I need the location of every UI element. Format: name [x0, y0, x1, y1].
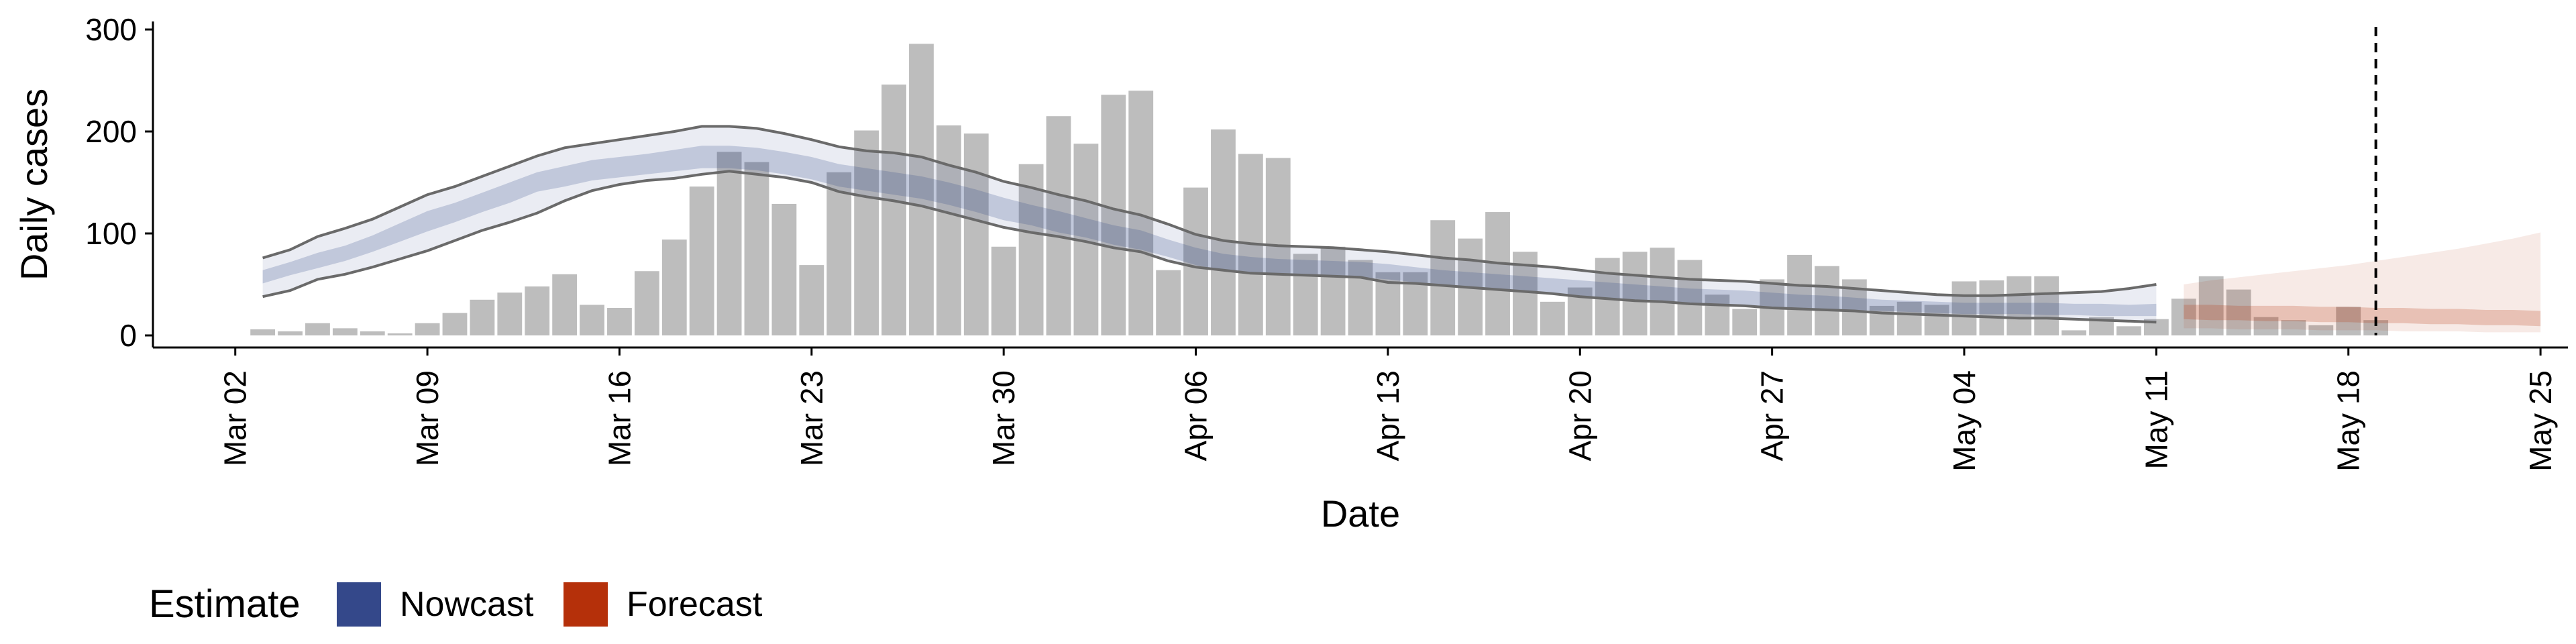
y-tick-label: 0 [119, 318, 137, 353]
bar [2363, 320, 2389, 335]
bar [771, 203, 797, 335]
bar [415, 323, 440, 335]
bar [1622, 252, 1648, 335]
bar [1951, 281, 1977, 335]
y-tick-label: 100 [85, 216, 137, 251]
bar [1924, 305, 1949, 335]
bar [1156, 270, 1181, 335]
bar [936, 125, 961, 335]
bar [1732, 309, 1758, 335]
y-axis-title: Daily cases [13, 89, 55, 280]
bar [1595, 258, 1620, 335]
bar [881, 85, 906, 335]
x-tick-label: May 04 [1947, 370, 1982, 472]
legend-label-nowcast: Nowcast [400, 585, 534, 624]
bar [1677, 260, 1703, 335]
x-tick-label: Apr 27 [1755, 370, 1790, 462]
nowcast-upper-line [262, 125, 2157, 297]
bar [2034, 276, 2059, 335]
x-tick-label: May 25 [2523, 370, 2558, 472]
x-tick-label: Mar 23 [794, 370, 829, 466]
nowcast-band-90 [262, 126, 2157, 323]
bar [1101, 95, 1126, 335]
x-axis-title: Date [1321, 492, 1400, 535]
x-tick-label: Apr 20 [1562, 370, 1597, 462]
bar [1815, 266, 1839, 335]
bar [991, 246, 1016, 335]
legend-label-forecast: Forecast [627, 585, 763, 624]
bar [525, 286, 550, 335]
bar [1348, 260, 1373, 335]
bar [1540, 301, 1565, 335]
y-tick-label: 200 [85, 114, 137, 149]
bar [826, 172, 852, 335]
bar [744, 162, 769, 335]
bar [1485, 212, 1510, 335]
bar [2308, 325, 2334, 335]
bar [387, 333, 413, 335]
x-tick-label: May 11 [2139, 370, 2174, 469]
bar [963, 133, 989, 336]
bar [2006, 276, 2032, 335]
bar [2116, 326, 2141, 335]
bar [1787, 254, 1812, 335]
bar [1979, 280, 2004, 335]
bar [661, 239, 687, 335]
bar [2226, 289, 2251, 335]
x-tick-label: May 18 [2331, 370, 2366, 472]
x-tick-label: Mar 02 [218, 370, 253, 466]
x-tick-label: Apr 06 [1179, 370, 1214, 462]
estimate-bands [262, 125, 2541, 333]
bar [1211, 129, 1236, 335]
legend: Estimate Nowcast Forecast [149, 582, 763, 627]
bar [2061, 330, 2087, 335]
bar [360, 331, 385, 335]
bar [278, 331, 303, 335]
forecast-band-90 [2184, 232, 2541, 333]
bar [1430, 220, 1456, 335]
bar [854, 130, 879, 336]
bar [1046, 116, 1071, 335]
bar [1650, 248, 1675, 335]
bar [552, 274, 578, 335]
forecast-band-50 [2184, 305, 2541, 327]
bar [607, 307, 632, 335]
legend-title: Estimate [149, 582, 301, 626]
axes: 0 100 200 300 Mar 02 Mar 09 Mar 16 Mar 23 Mar 30… [85, 12, 2568, 472]
bar [580, 305, 604, 335]
bar [716, 152, 742, 335]
nowcast-lower-line [262, 170, 2157, 324]
x-tick-label: Mar 16 [602, 370, 637, 466]
bar [2171, 299, 2196, 335]
bar [1705, 294, 1730, 335]
y-tick-label: 300 [85, 12, 137, 47]
bar [2198, 276, 2224, 335]
bar [470, 299, 495, 335]
bar [497, 292, 523, 335]
bar [2281, 320, 2306, 335]
bar [1293, 254, 1318, 335]
x-tick-label: Mar 30 [986, 370, 1021, 466]
bar [1896, 301, 1922, 335]
bar [2336, 307, 2361, 335]
bar [799, 265, 824, 335]
bar [250, 329, 276, 335]
bar [1869, 305, 1894, 335]
bar [1018, 164, 1044, 335]
legend-swatch-forecast [564, 582, 608, 627]
x-tick-label: Apr 13 [1371, 370, 1405, 462]
bar [909, 44, 934, 335]
bar [332, 328, 358, 335]
bar [442, 313, 468, 335]
bar [689, 186, 714, 335]
x-tick-label: Mar 09 [410, 370, 445, 466]
bar [1320, 246, 1346, 335]
bar [2253, 317, 2279, 335]
legend-swatch-nowcast [337, 582, 381, 627]
bar [305, 323, 330, 335]
bar [634, 271, 659, 335]
bar [1183, 187, 1208, 335]
